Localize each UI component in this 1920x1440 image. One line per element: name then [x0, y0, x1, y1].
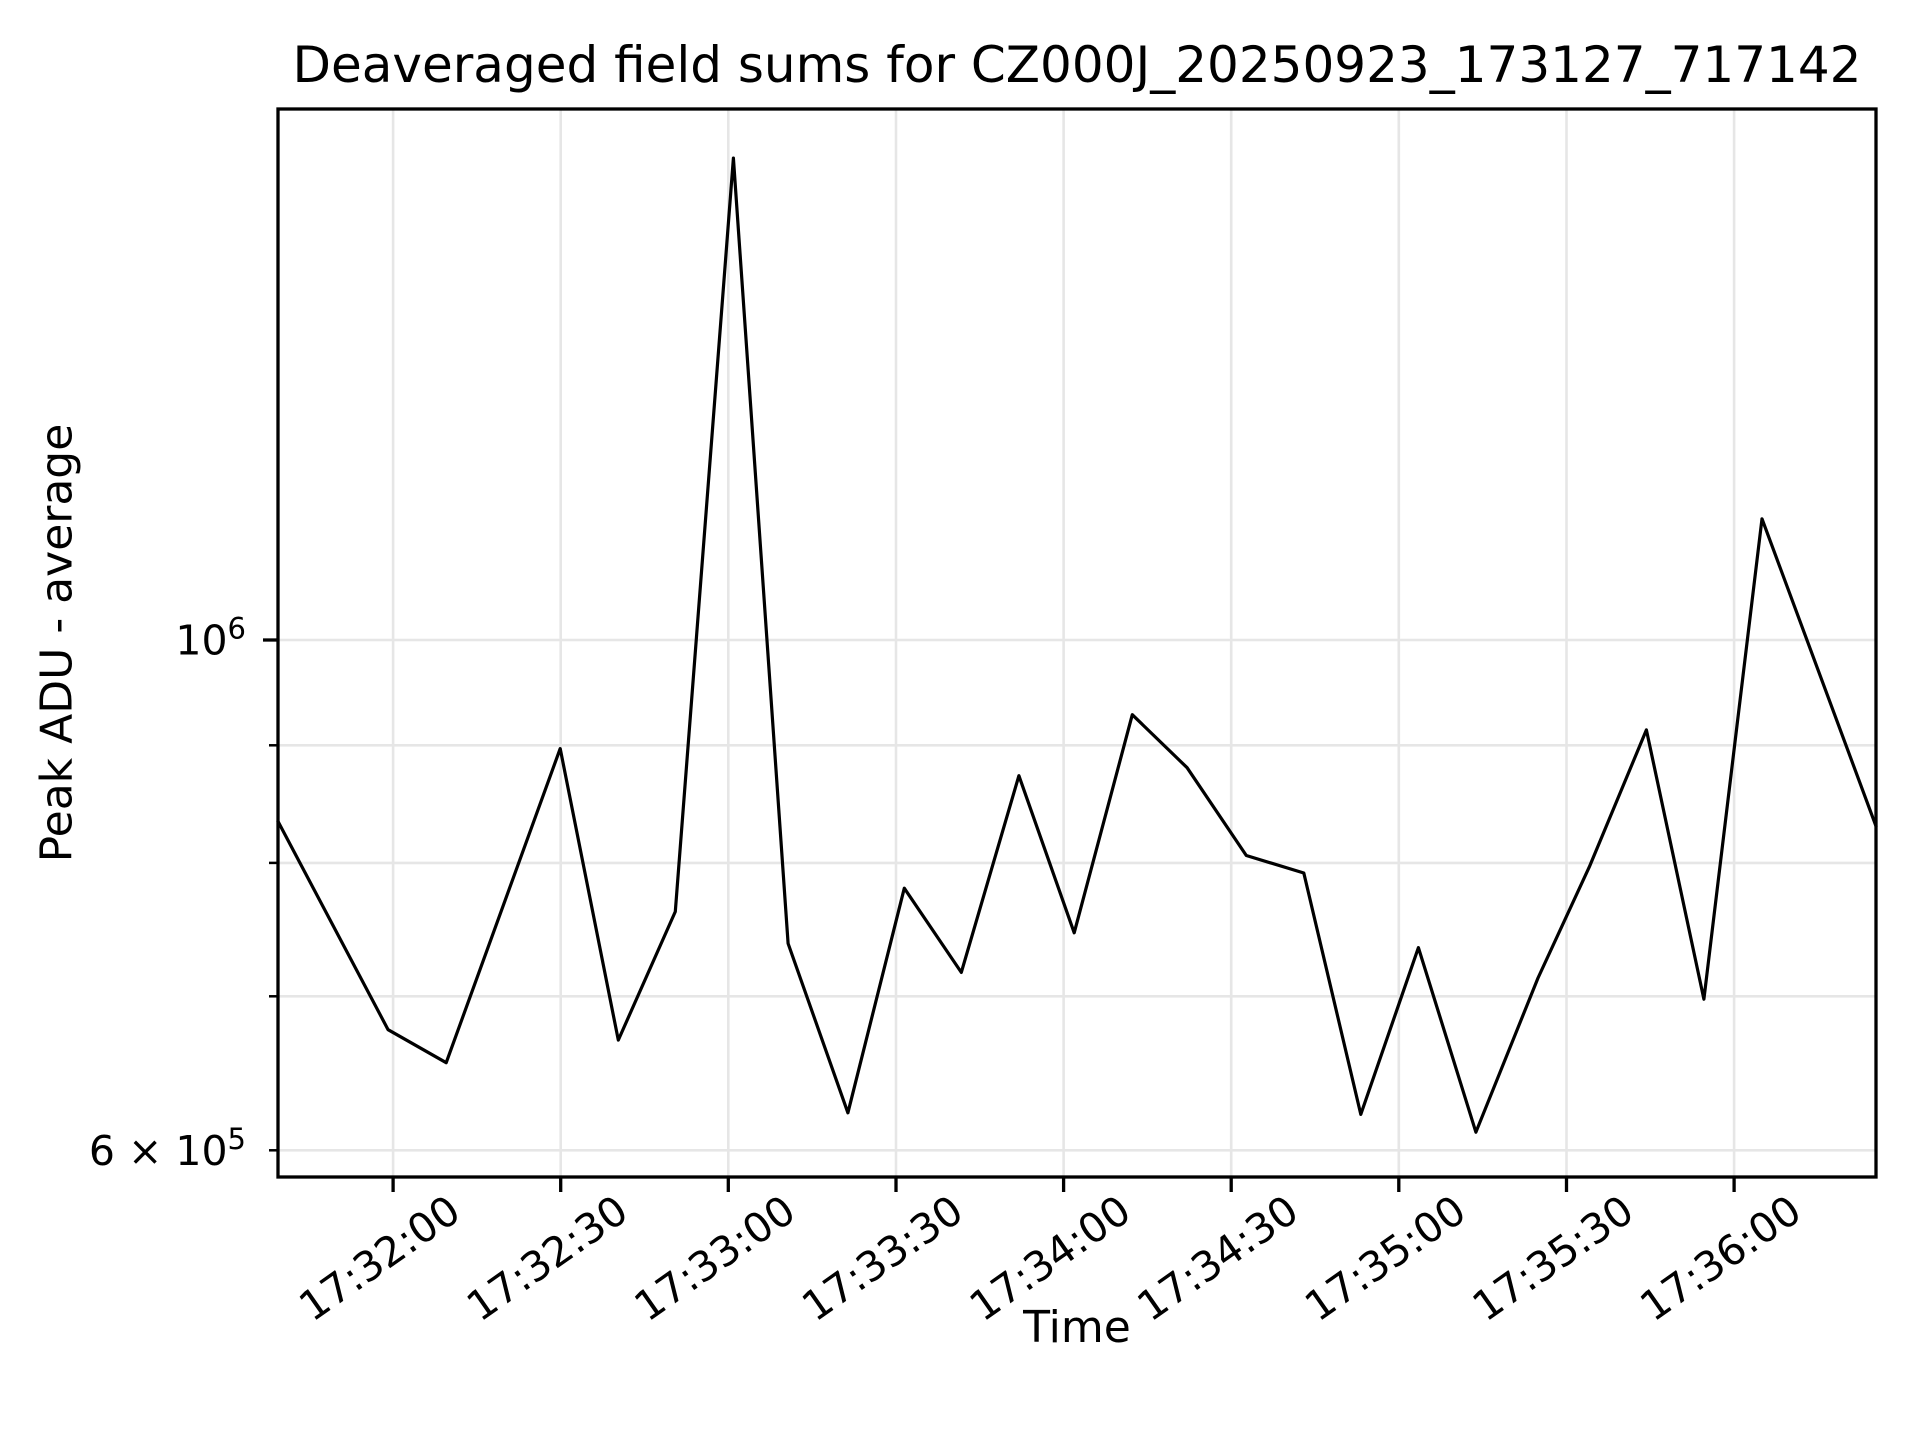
x-tick-label: 17:35:30 — [1464, 1186, 1642, 1331]
y-tick-label: 106 — [175, 612, 246, 665]
x-tick-label: 17:36:00 — [1631, 1186, 1809, 1331]
x-tick-label: 17:33:00 — [626, 1186, 804, 1331]
data-series-line — [276, 156, 1878, 1134]
y-tick-label: 6 × 105 — [89, 1122, 246, 1175]
x-tick-label: 17:34:30 — [1129, 1186, 1307, 1331]
x-axis-label: Time — [1023, 1302, 1131, 1353]
x-tick-label: 17:34:00 — [961, 1186, 1139, 1331]
x-tick-label: 17:32:30 — [458, 1186, 636, 1331]
x-tick-label: 17:32:00 — [290, 1186, 468, 1331]
x-tick-label: 17:33:30 — [793, 1186, 971, 1331]
plot-border — [276, 107, 1878, 1179]
x-tick-label: 17:35:00 — [1296, 1186, 1474, 1331]
chart-title: Deaveraged field sums for CZ000J_2025092… — [292, 36, 1862, 94]
